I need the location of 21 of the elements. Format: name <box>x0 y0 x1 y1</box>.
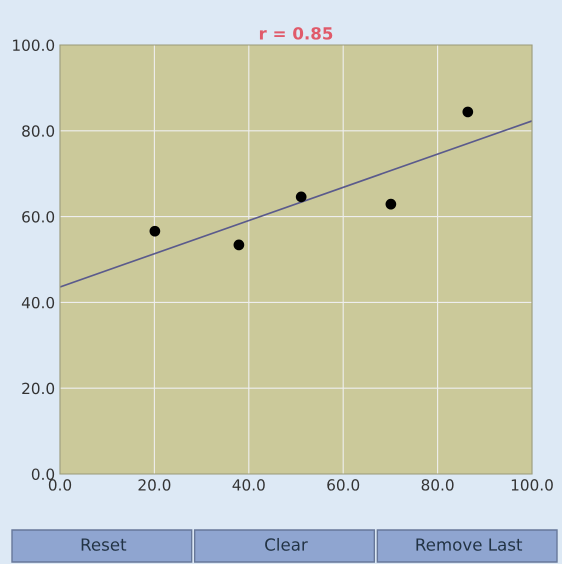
text: Clear <box>265 538 308 551</box>
y-tick-label: 40.0 <box>22 296 54 308</box>
point <box>150 226 160 237</box>
chart-title: r = 0.85 <box>260 27 332 40</box>
x-tick-label: 0.0 <box>48 479 72 491</box>
text: Reset <box>82 538 126 551</box>
x-tick-label: 60.0 <box>327 479 360 491</box>
point <box>462 106 474 118</box>
y-tick-label: 100.0 <box>13 39 54 52</box>
point <box>386 198 396 210</box>
y-tick-label: 20.0 <box>22 382 54 394</box>
text: Remove Last <box>416 538 522 551</box>
y-tick-label: 80.0 <box>22 125 54 137</box>
point <box>234 240 244 250</box>
x-tick-label: 40.0 <box>232 479 265 491</box>
x-tick-label: 20.0 <box>138 479 170 491</box>
x-tick-label: 100.0 <box>512 479 553 491</box>
point <box>296 192 307 202</box>
y-tick-label: 60.0 <box>22 211 54 223</box>
x-tick-label: 80.0 <box>422 479 454 491</box>
y-tick-label: 0.0 <box>32 468 54 480</box>
